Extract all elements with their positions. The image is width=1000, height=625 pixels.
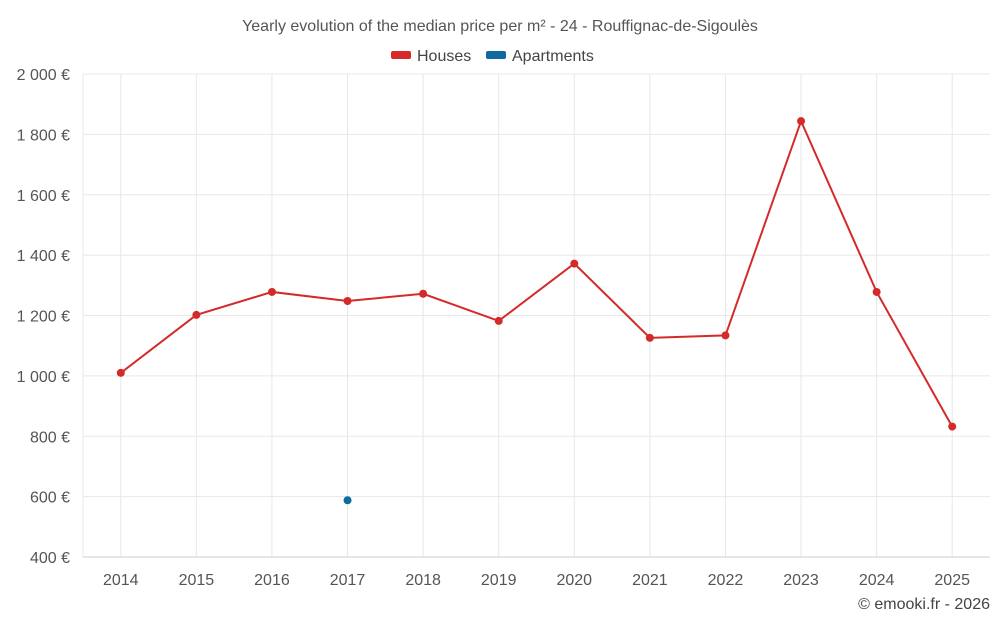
data-point-houses[interactable] — [343, 297, 352, 306]
legend-label-apartments[interactable]: Apartments — [512, 48, 594, 65]
data-point-houses[interactable] — [192, 310, 201, 319]
y-tick-label: 1 600 € — [17, 188, 70, 205]
y-tick-label: 2 000 € — [17, 67, 70, 84]
axes: 400 € 600 € 800 € 1 000 € 1 200 € 1 400 € 1 60… — [17, 67, 990, 589]
x-tick-label: 2018 — [405, 572, 441, 589]
y-tick-label: 800 € — [30, 429, 70, 446]
data-point-houses[interactable] — [645, 333, 654, 342]
y-tick-label: 400 € — [30, 550, 70, 567]
series — [116, 117, 957, 505]
x-tick-label: 2025 — [934, 572, 970, 589]
x-tick-label: 2021 — [632, 572, 668, 589]
y-tick-label: 1 800 € — [17, 127, 70, 144]
data-point-houses[interactable] — [116, 368, 125, 377]
x-tick-label: 2019 — [481, 572, 517, 589]
y-tick-label: 1 200 € — [17, 309, 70, 326]
y-tick-label: 1 000 € — [17, 369, 70, 386]
x-tick-label: 2015 — [179, 572, 215, 589]
x-tick-label: 2022 — [708, 572, 744, 589]
data-point-houses[interactable] — [419, 289, 428, 298]
y-tick-label: 600 € — [30, 490, 70, 507]
x-tick-label: 2024 — [859, 572, 895, 589]
x-tick-label: 2020 — [556, 572, 592, 589]
x-tick-label: 2016 — [254, 572, 290, 589]
data-point-houses[interactable] — [570, 259, 579, 268]
grid — [82, 73, 990, 557]
x-tick-label: 2023 — [783, 572, 819, 589]
credit: © emooki.fr - 2026 — [858, 596, 990, 613]
data-point-houses[interactable] — [797, 117, 806, 126]
data-point-houses[interactable] — [267, 287, 276, 296]
y-tick-label: 1 400 € — [17, 248, 70, 265]
data-point-houses[interactable] — [721, 331, 730, 340]
legend-swatch-houses — [391, 51, 411, 59]
data-point-houses[interactable] — [494, 316, 503, 325]
series-line-houses — [120, 118, 954, 428]
legend: Houses Apartments — [391, 48, 594, 65]
data-point-houses[interactable] — [948, 422, 957, 431]
legend-swatch-apartments — [486, 51, 506, 59]
data-point-apartments[interactable] — [343, 496, 352, 505]
data-point-houses[interactable] — [872, 287, 881, 296]
chart-title: Yearly evolution of the median price per… — [242, 18, 758, 35]
x-tick-label: 2014 — [103, 572, 139, 589]
x-tick-label: 2017 — [330, 572, 366, 589]
legend-label-houses[interactable]: Houses — [417, 48, 471, 65]
